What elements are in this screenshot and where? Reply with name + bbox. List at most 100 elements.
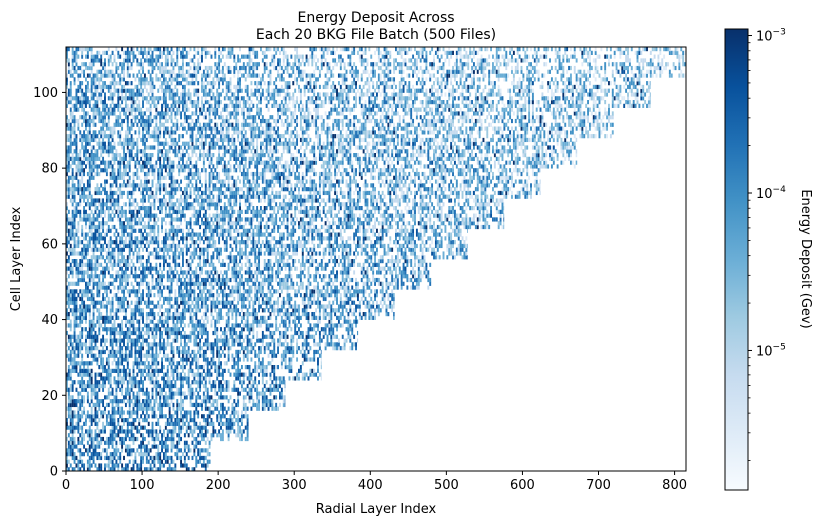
heatmap-cell [417,277,420,283]
heatmap-cell [347,262,350,267]
heatmap-cell [124,285,127,290]
heatmap-cell [145,452,148,457]
heatmap-cell [398,259,401,264]
heatmap-cell [199,395,202,400]
heatmap-cell [244,289,247,294]
heatmap-cell [381,259,384,264]
heatmap-cell [162,349,165,355]
heatmap-cell [258,304,260,309]
heatmap-cell [111,387,114,392]
heatmap-cell [195,274,198,279]
heatmap-cell [166,357,169,362]
heatmap-cell [153,247,156,252]
heatmap-cell [189,418,192,423]
heatmap-cell [406,255,409,260]
heatmap-cell [210,259,213,264]
heatmap-cell [132,406,135,411]
heatmap-cell [317,289,319,294]
heatmap-cell [313,327,316,332]
heatmap-cell [77,270,80,275]
heatmap-cell [239,243,241,249]
heatmap-cell [155,266,158,271]
heatmap-cell [172,315,175,320]
heatmap-cell [66,459,68,464]
heatmap-cell [138,357,141,362]
heatmap-cell [168,406,171,411]
heatmap-cell [290,312,293,317]
heatmap-cell [318,251,321,256]
heatmap-cell [140,243,143,249]
heatmap-cell [250,391,253,396]
heatmap-cell [130,346,133,351]
heatmap-cell [88,262,91,267]
heatmap-cell [73,361,76,366]
heatmap-cell [235,372,238,377]
heatmap-cell [193,353,196,358]
heatmap-cell [159,308,162,313]
heatmap-cell [67,289,70,294]
heatmap-cell [313,289,316,294]
heatmap-cell [204,304,207,309]
heatmap-cell [81,342,84,347]
heatmap-cell [140,406,143,411]
heatmap-cell [351,312,354,317]
heatmap-cell [258,406,260,411]
heatmap-cell [105,289,108,294]
heatmap-cell [90,436,93,442]
heatmap-cell [305,353,308,358]
heatmap-cell [180,266,183,271]
heatmap-cell [170,448,173,453]
heatmap-cell [75,259,78,264]
heatmap-cell [189,338,192,343]
heatmap-cell [134,342,137,347]
heatmap-cell [320,327,323,332]
heatmap-cell [259,274,262,279]
heatmap-cell [311,327,314,332]
heatmap-cell [69,376,72,381]
heatmap-cell [88,380,91,385]
heatmap-cell [193,402,196,408]
heatmap-cell [404,259,407,264]
heatmap-cell [155,327,158,332]
heatmap-cell [145,414,148,419]
heatmap-cell [214,327,217,332]
heatmap-cell [336,323,338,328]
heatmap-cell [153,455,156,461]
heatmap-cell [153,383,156,389]
heatmap-cell [248,338,251,343]
heatmap-cell [85,448,87,453]
heatmap-cell [379,259,382,264]
heatmap-cell [83,436,86,442]
heatmap-cell [115,459,118,464]
heatmap-cell [69,361,72,366]
heatmap-cell [180,296,183,302]
heatmap-cell [237,418,240,423]
heatmap-cell [123,243,125,249]
heatmap-cell [170,467,173,471]
heatmap-cell [364,315,367,320]
heatmap-cell [66,342,68,347]
heatmap-cell [377,281,380,286]
heatmap-cell [161,357,163,362]
heatmap-cell [147,421,150,426]
heatmap-cell [121,277,124,283]
heatmap-cell [94,444,97,449]
heatmap-cell [104,455,106,461]
heatmap-cell [124,312,127,317]
heatmap-cell [214,406,217,411]
heatmap-cell [149,319,152,324]
heatmap-cell [66,349,68,355]
heatmap-cell [176,319,179,324]
heatmap-cell [178,353,181,358]
heatmap-cell [263,383,266,389]
heatmap-cell [225,421,228,426]
heatmap-cell [199,323,202,328]
heatmap-cell [157,327,160,332]
heatmap-cell [290,361,293,366]
heatmap-cell [124,357,127,362]
heatmap-cell [94,342,97,347]
heatmap-cell [242,315,245,320]
heatmap-cell [123,357,125,362]
heatmap-cell [279,312,281,317]
heatmap-cell [142,296,144,302]
